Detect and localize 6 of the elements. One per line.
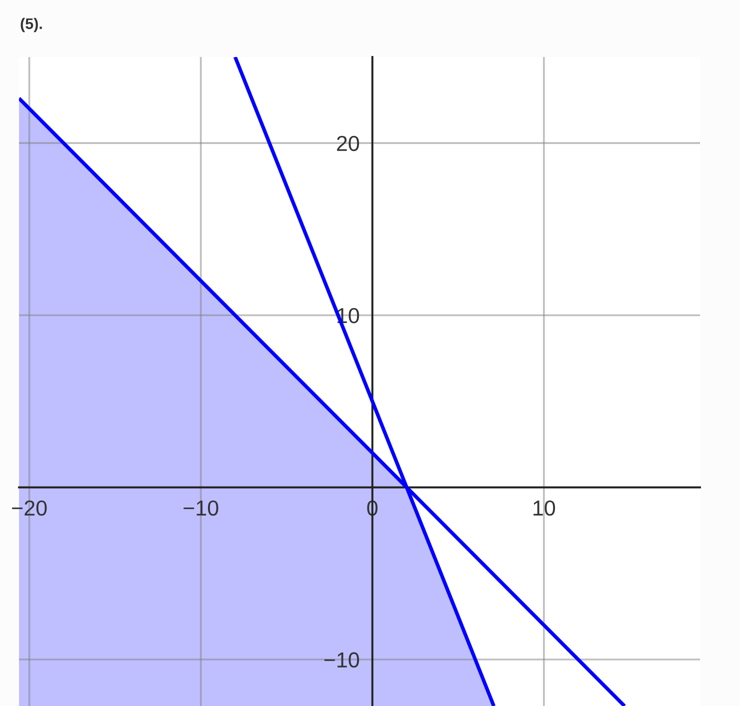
x-tick-label: −10 [184,500,218,516]
y-tick-label: 20 [337,136,360,152]
x-tick-label: 10 [534,500,556,516]
y-tick-label: −10 [324,652,360,668]
chart-title: (5). [20,18,42,32]
x-tick-label: −20 [12,500,47,516]
